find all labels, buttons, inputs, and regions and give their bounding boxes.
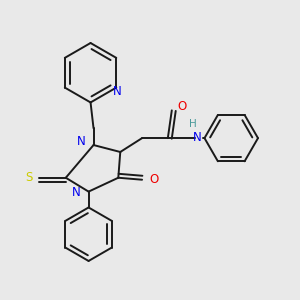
Text: N: N xyxy=(77,135,86,148)
Text: N: N xyxy=(193,130,202,144)
Text: O: O xyxy=(149,173,159,186)
Text: O: O xyxy=(177,100,186,113)
Text: N: N xyxy=(113,85,122,98)
Text: S: S xyxy=(26,171,33,184)
Text: N: N xyxy=(72,186,81,199)
Text: H: H xyxy=(189,119,196,129)
